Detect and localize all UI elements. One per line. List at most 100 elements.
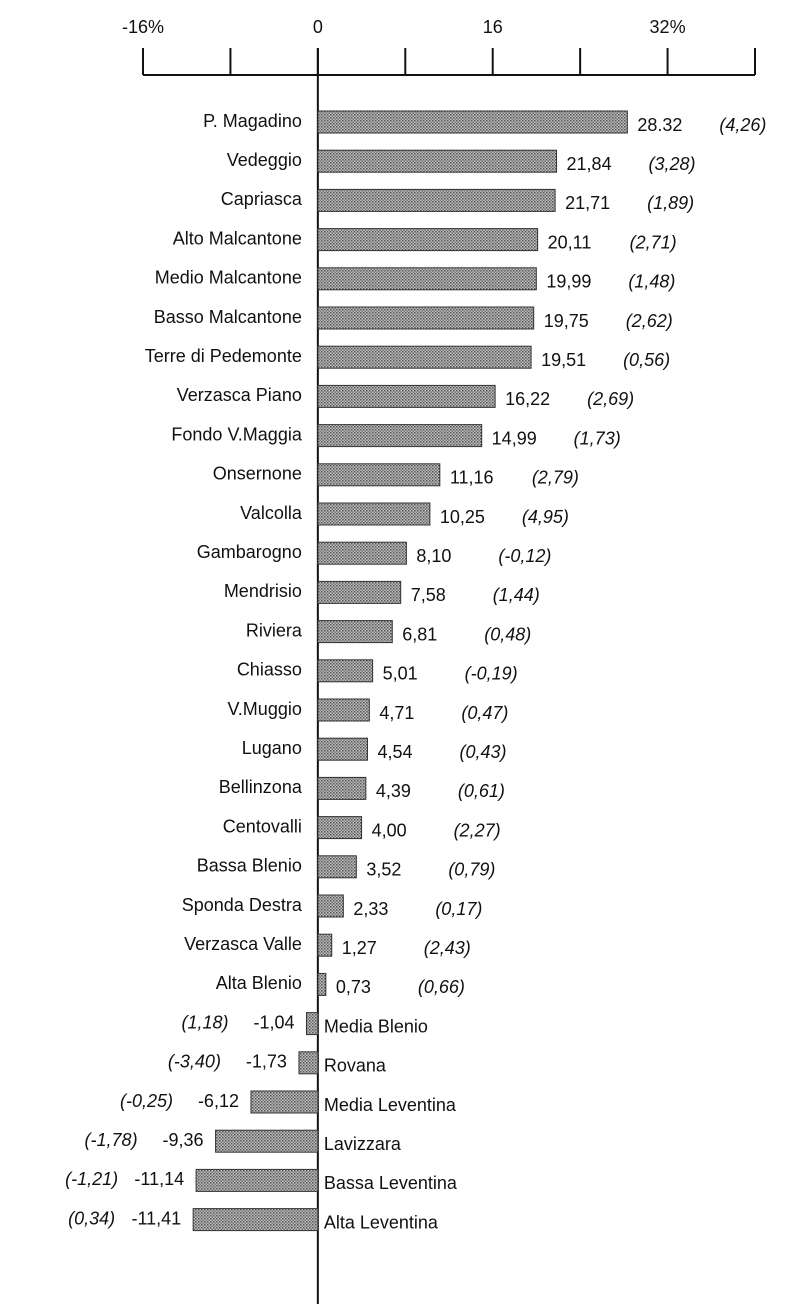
bar [305,1012,319,1036]
value-label: -11,14 [134,1169,184,1189]
value-label: 4,54 [377,742,412,762]
secondary-label: (1,18) [181,1012,228,1032]
category-label: Terre di Pedemonte [145,346,302,366]
secondary-label: (0,48) [484,624,531,644]
bar [250,1090,319,1114]
category-label: Centovalli [223,816,302,836]
secondary-label: (-1,21) [65,1169,118,1189]
bar [317,502,431,526]
secondary-label: (2,27) [454,820,501,840]
value-label: -11,41 [131,1208,181,1228]
bar [317,110,628,134]
secondary-label: (-1,78) [85,1130,138,1150]
category-label: Bassa Leventina [324,1173,458,1193]
bar [317,580,402,604]
secondary-label: (4,26) [719,115,766,135]
secondary-label: (2,71) [630,232,677,252]
category-label: Bellinzona [219,777,303,797]
bar [317,541,407,565]
bar [317,620,393,644]
secondary-label: (-0,25) [120,1091,173,1111]
secondary-label: (4,95) [522,507,569,527]
value-label: 8,10 [416,546,451,566]
bar [317,737,368,761]
bar [317,776,367,800]
value-label: 4,71 [379,703,414,723]
bar [317,345,532,369]
category-label: Mendrisio [224,581,302,601]
secondary-label: (0,56) [623,350,670,370]
secondary-label: (0,47) [461,703,508,723]
value-label: 28.32 [637,115,682,135]
category-label: Bassa Blenio [197,856,302,876]
category-label: Valcolla [240,503,303,523]
value-label: 5,01 [383,664,418,684]
category-label: Chiasso [237,660,302,680]
category-label: Rovana [324,1056,387,1076]
bar [215,1129,319,1153]
secondary-label: (1,48) [628,272,675,292]
secondary-label: (2,69) [587,389,634,409]
category-label: Alta Blenio [216,973,302,993]
category-label: Media Leventina [324,1095,457,1115]
bar [317,698,370,722]
category-label: Alta Leventina [324,1212,439,1232]
value-label: 19,99 [546,272,591,292]
x-tick-label: 0 [313,17,323,37]
x-tick-label: 16 [483,17,503,37]
value-label: 3,52 [366,860,401,880]
value-label: 1,27 [342,938,377,958]
bar [192,1208,319,1232]
secondary-label: (2,79) [532,468,579,488]
category-label: Gambarogno [197,542,302,562]
value-label: -6,12 [198,1091,239,1111]
category-label: Media Blenio [324,1016,428,1036]
value-label: -1,73 [246,1052,287,1072]
category-label: Lugano [242,738,302,758]
value-label: 0,73 [336,977,371,997]
category-label: Riviera [246,620,303,640]
bar [317,972,327,996]
category-label: Verzasca Valle [184,934,302,954]
category-label: Lavizzara [324,1134,402,1154]
category-label: Sponda Destra [182,895,303,915]
value-label: 11,16 [450,468,494,488]
secondary-label: (0,17) [435,899,482,919]
bar [317,424,483,448]
category-label: Capriasca [221,189,303,209]
category-label: P. Magadino [203,111,302,131]
secondary-label: (-3,40) [168,1052,221,1072]
category-label: Fondo V.Maggia [171,424,302,444]
bar [317,188,556,212]
value-label: -9,36 [163,1130,204,1150]
secondary-label: (1,89) [647,193,694,213]
value-label: 21,84 [567,154,612,174]
secondary-label: (-0,19) [465,664,518,684]
value-label: 6,81 [402,624,437,644]
bar [317,267,537,291]
value-label: 7,58 [411,585,446,605]
secondary-label: (3,28) [649,154,696,174]
secondary-label: (1,44) [493,585,540,605]
bar [317,384,496,408]
x-tick-label: 32% [650,17,686,37]
category-label: Onsernone [213,464,302,484]
bar [317,855,357,879]
bar [317,659,374,683]
category-label: Verzasca Piano [177,385,302,405]
secondary-label: (0,43) [459,742,506,762]
value-label: 2,33 [353,899,388,919]
bar [317,933,333,957]
bar [317,306,535,330]
secondary-label: (1,73) [574,428,621,448]
secondary-label: (2,43) [424,938,471,958]
bar [317,228,539,252]
bar [317,816,363,840]
bar [317,463,441,487]
value-label: 4,00 [372,820,407,840]
bar [195,1168,319,1192]
secondary-label: (0,61) [458,781,505,801]
value-label: 16,22 [505,389,550,409]
secondary-label: (2,62) [626,311,673,331]
